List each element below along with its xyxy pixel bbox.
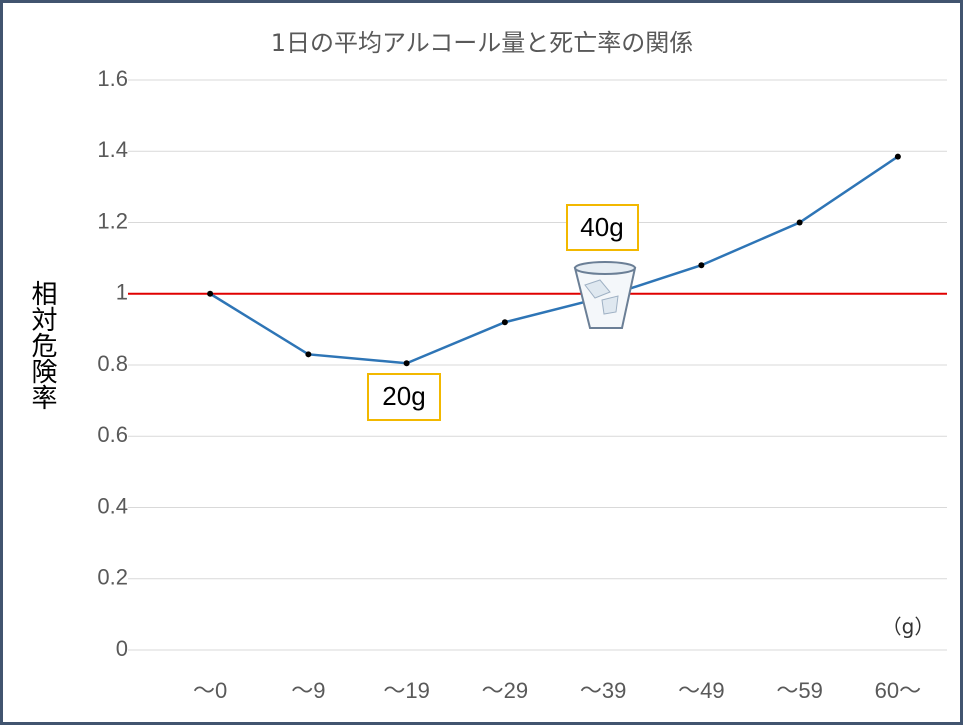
data-point [698,262,705,269]
glass-icon [573,261,637,329]
x-tick-label: ～9 [291,678,325,703]
annotation-box [566,204,639,251]
data-point [501,319,508,326]
y-tick-label: 0.2 [97,565,128,590]
x-tick-label: 60～ [875,678,921,703]
annotation: 20g [382,381,425,411]
x-tick-label: ～19 [383,678,429,703]
y-tick-label: 1.6 [97,66,128,91]
x-tick-label: ～0 [193,678,227,703]
annotation: 40g [580,212,623,242]
y-tick-label: 0.4 [97,493,128,518]
chart-title: 1日の平均アルコール量と死亡率の関係 [271,29,694,57]
y-tick-label: 1.2 [97,208,128,233]
x-tick-label: ～59 [776,678,822,703]
data-line [209,155,899,365]
y-tick-label: 0.8 [97,351,128,376]
data-point [403,360,410,367]
x-unit-label: （g） [882,615,935,639]
data-point [305,351,312,358]
y-axis-label: 相対危険率 [27,280,57,410]
y-tick-label: 1 [116,280,128,305]
y-tick-label: 0.6 [97,422,128,447]
x-tick-label: ～39 [580,678,626,703]
data-point [894,153,901,160]
data-point [796,219,803,226]
annotation-box [367,373,441,421]
x-tick-label: ～29 [482,678,528,703]
y-tick-label: 1.4 [97,137,128,162]
x-tick-label: ～49 [678,678,724,703]
data-point [207,290,214,297]
y-tick-label: 0 [116,636,128,661]
